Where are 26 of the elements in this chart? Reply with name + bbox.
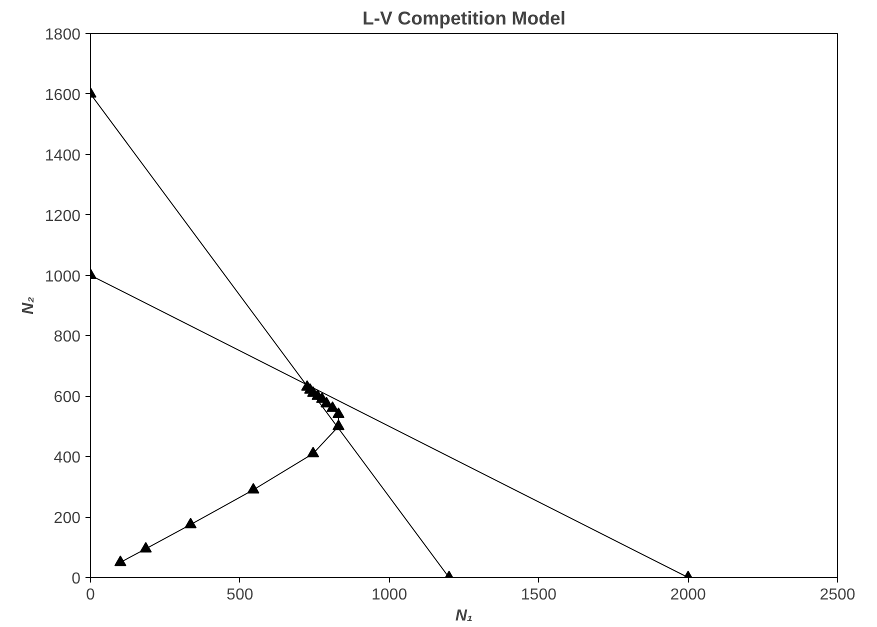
y-tick-label: 400 xyxy=(54,450,81,467)
y-tick-label: 0 xyxy=(72,570,81,588)
point xyxy=(332,420,345,430)
x-tick-label: 2500 xyxy=(820,586,856,604)
x-tick-label: 0 xyxy=(86,586,96,604)
x-axis-title: N₁ xyxy=(455,608,473,624)
x-tick-label: 500 xyxy=(226,586,254,604)
y-axis-title: N₂ xyxy=(20,296,37,314)
point xyxy=(184,518,197,528)
y-tick-label: 1000 xyxy=(44,268,81,286)
y-tick-label: 200 xyxy=(54,510,81,528)
x-tick-label: 2000 xyxy=(670,586,706,604)
x-tick-label: 1000 xyxy=(372,586,408,604)
y-tick-label: 1600 xyxy=(44,86,81,104)
point xyxy=(247,483,260,494)
point xyxy=(307,446,320,458)
y-tick-label: 1200 xyxy=(44,208,81,225)
y-tick-label: 1800 xyxy=(44,26,81,44)
chart-title: L-V Competition Model xyxy=(362,8,566,28)
point xyxy=(114,556,126,566)
point xyxy=(140,542,152,552)
point xyxy=(332,407,345,418)
y-tick-label: 1400 xyxy=(44,147,81,164)
x-tick-label: 1500 xyxy=(520,586,557,604)
y-tick-label: 800 xyxy=(54,328,81,346)
y-tick-label: 600 xyxy=(54,389,81,406)
